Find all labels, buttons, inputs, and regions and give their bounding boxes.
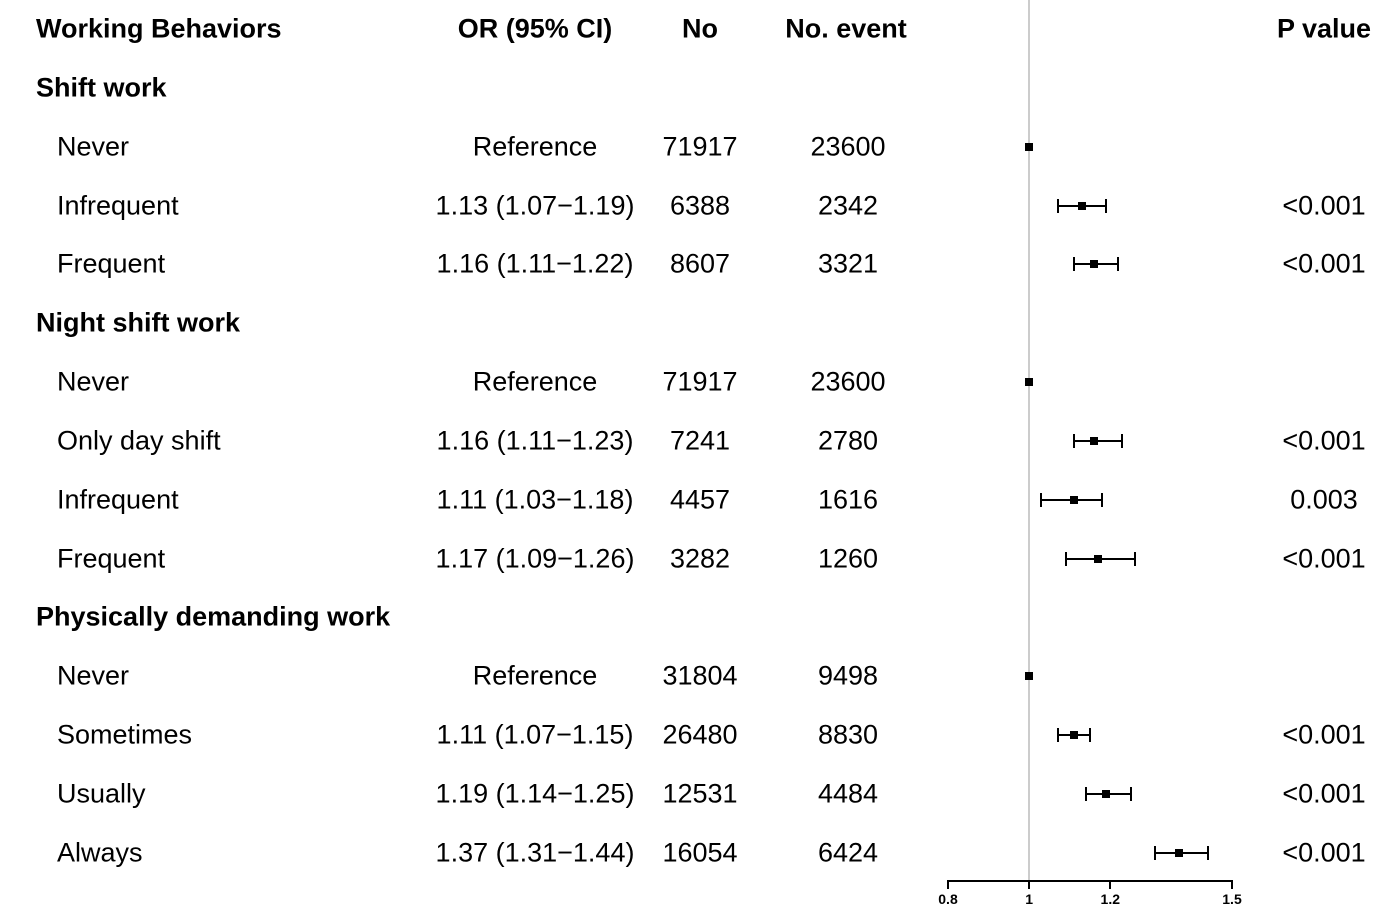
ci-lower-cap <box>1056 728 1059 743</box>
event-count-value: 4484 <box>817 778 879 809</box>
event-count-value: 2780 <box>817 425 879 456</box>
n-value: 4457 <box>669 484 731 515</box>
ci-upper-cap <box>1105 198 1108 213</box>
p-value: <0.001 <box>1282 425 1366 456</box>
event-count-value: 2342 <box>817 190 879 221</box>
p-value: <0.001 <box>1282 190 1366 221</box>
x-axis-tick-label: 1.2 <box>1100 891 1121 907</box>
event-count-value: 1260 <box>817 543 879 574</box>
or-ci-value: 1.13 (1.07−1.19) <box>435 190 635 221</box>
n-value: 71917 <box>662 366 738 397</box>
row-label: Never <box>57 131 130 162</box>
or-ci-value: Reference <box>472 131 598 162</box>
ci-lower-cap <box>1072 257 1075 272</box>
ci-upper-cap <box>1129 786 1132 801</box>
event-count-value: 9498 <box>817 660 879 691</box>
column-header-or-ci: OR (95% CI) <box>457 13 613 44</box>
row-label: Infrequent <box>57 484 179 515</box>
row-label: Frequent <box>57 543 166 574</box>
section-title: Night shift work <box>36 307 240 338</box>
point-estimate-marker <box>1090 260 1099 269</box>
ci-upper-cap <box>1133 551 1136 566</box>
x-axis-tick <box>1231 880 1233 889</box>
or-ci-value: 1.11 (1.03−1.18) <box>436 484 634 515</box>
x-axis-tick <box>1109 880 1112 889</box>
n-value: 12531 <box>662 778 738 809</box>
p-value: 0.003 <box>1290 484 1358 515</box>
column-header-p-value: P value <box>1276 13 1372 44</box>
section-title: Shift work <box>36 72 167 103</box>
x-axis-tick-label: 0.8 <box>938 891 958 907</box>
column-header-working-behaviors: Working Behaviors <box>36 13 282 44</box>
row-label: Never <box>57 660 130 691</box>
row-label: Infrequent <box>57 190 179 221</box>
point-estimate-marker <box>1102 789 1111 798</box>
column-header-no: No <box>682 13 718 44</box>
ci-lower-cap <box>1064 551 1067 566</box>
row-label: Usually <box>57 778 146 809</box>
row-label: Sometimes <box>57 719 193 750</box>
or-ci-value: 1.16 (1.11−1.22) <box>436 248 634 279</box>
event-count-value: 23600 <box>810 366 886 397</box>
or-ci-value: 1.11 (1.07−1.15) <box>436 719 634 750</box>
ci-upper-cap <box>1117 257 1120 272</box>
p-value: <0.001 <box>1282 543 1366 574</box>
point-estimate-marker <box>1175 848 1184 857</box>
section-title: Physically demanding work <box>36 601 391 632</box>
event-count-value: 6424 <box>817 837 879 868</box>
or-ci-value: Reference <box>472 660 598 691</box>
ci-lower-cap <box>1084 786 1087 801</box>
n-value: 26480 <box>662 719 738 750</box>
p-value: <0.001 <box>1282 719 1366 750</box>
ci-upper-cap <box>1101 492 1104 507</box>
x-axis-tick <box>1028 880 1031 889</box>
row-label: Only day shift <box>57 425 221 456</box>
n-value: 16054 <box>662 837 738 868</box>
point-estimate-marker <box>1090 436 1099 445</box>
n-value: 8607 <box>669 248 731 279</box>
point-estimate-marker <box>1094 554 1103 563</box>
n-value: 3282 <box>669 543 731 574</box>
ci-upper-cap <box>1121 433 1124 448</box>
point-estimate-marker <box>1025 142 1034 151</box>
x-axis-tick-label: 1 <box>1025 891 1034 907</box>
x-axis-tick-label: 1.5 <box>1222 891 1242 907</box>
ci-lower-cap <box>1056 198 1059 213</box>
event-count-value: 1616 <box>817 484 879 515</box>
ci-lower-cap <box>1072 433 1075 448</box>
x-axis-tick <box>947 880 949 889</box>
reference-line <box>1028 0 1030 881</box>
column-header-no-event: No. event <box>785 13 907 44</box>
ci-lower-cap <box>1040 492 1043 507</box>
x-axis-line <box>947 880 1233 882</box>
ci-upper-cap <box>1206 845 1209 860</box>
point-estimate-marker <box>1077 201 1086 210</box>
or-ci-value: 1.37 (1.31−1.44) <box>435 837 635 868</box>
ci-lower-cap <box>1153 845 1156 860</box>
row-label: Always <box>57 837 143 868</box>
n-value: 7241 <box>669 425 731 456</box>
ci-whisker-line <box>1073 439 1123 442</box>
p-value: <0.001 <box>1282 837 1366 868</box>
point-estimate-marker <box>1069 731 1078 740</box>
event-count-value: 8830 <box>817 719 879 750</box>
ci-upper-cap <box>1089 728 1091 743</box>
row-label: Never <box>57 366 130 397</box>
point-estimate-marker <box>1025 672 1034 681</box>
point-estimate-marker <box>1069 495 1078 504</box>
row-label: Frequent <box>57 248 166 279</box>
n-value: 6388 <box>669 190 731 221</box>
p-value: <0.001 <box>1282 248 1366 279</box>
event-count-value: 23600 <box>810 131 886 162</box>
n-value: 71917 <box>662 131 738 162</box>
n-value: 31804 <box>662 660 738 691</box>
point-estimate-marker <box>1025 378 1034 387</box>
p-value: <0.001 <box>1282 778 1366 809</box>
or-ci-value: 1.17 (1.09−1.26) <box>435 543 635 574</box>
or-ci-value: 1.16 (1.11−1.23) <box>436 425 634 456</box>
event-count-value: 3321 <box>817 248 879 279</box>
or-ci-value: Reference <box>472 366 598 397</box>
or-ci-value: 1.19 (1.14−1.25) <box>435 778 635 809</box>
